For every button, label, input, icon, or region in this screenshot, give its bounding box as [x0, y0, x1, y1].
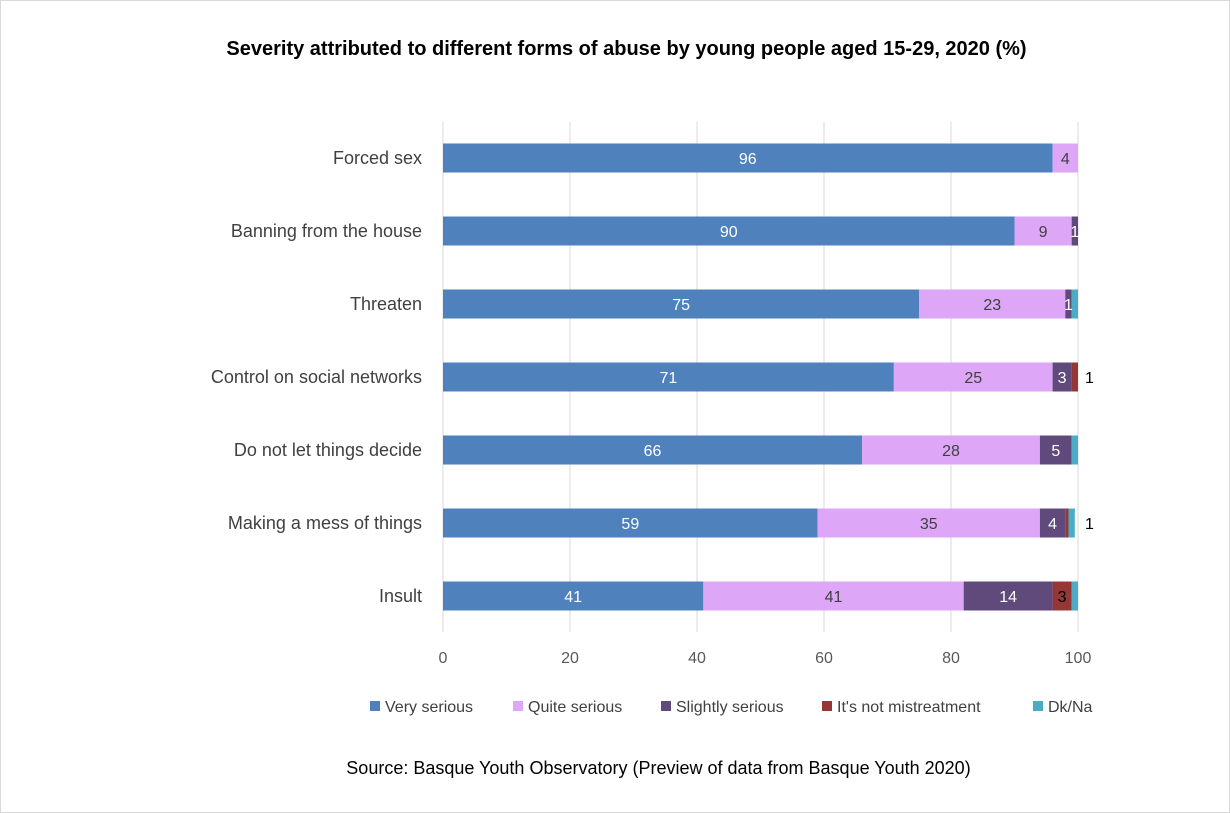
legend-swatch: [1033, 701, 1043, 711]
bar-segment: [703, 581, 964, 611]
data-label: 4: [1061, 151, 1070, 168]
bar-segment: [1065, 508, 1069, 538]
data-label: 1: [1070, 224, 1079, 241]
bar-segment: [1071, 216, 1078, 246]
category-label: Insult: [379, 586, 422, 606]
category-label: Forced sex: [333, 148, 422, 168]
data-label: 41: [825, 589, 843, 606]
bar-segment: [963, 581, 1053, 611]
bar-segment: [443, 362, 894, 392]
legend-label: Dk/Na: [1048, 699, 1093, 716]
legend-swatch: [661, 701, 671, 711]
bar-segment: [1039, 508, 1066, 538]
data-label: 3: [1058, 589, 1067, 606]
category-label: Banning from the house: [231, 221, 422, 241]
bar-segment: [1071, 581, 1078, 611]
bar-segment: [862, 435, 1040, 465]
data-labels: 96 490 9 175 23 171 25 3 166 28 559 35 4 141 41 14 3: [564, 151, 1094, 606]
data-label: 1: [1085, 516, 1094, 533]
x-tick-label: 80: [942, 650, 960, 667]
data-label: 25: [964, 370, 982, 387]
bar-segment: [919, 289, 1066, 319]
bar-segment: [443, 289, 920, 319]
x-tick-label: 40: [688, 650, 706, 667]
legend-swatch: [513, 701, 523, 711]
data-label: 3: [1058, 370, 1067, 387]
bar-segment: [443, 216, 1015, 246]
source-note: Source: Basque Youth Observatory (Previe…: [346, 758, 971, 778]
bar-segment: [1068, 508, 1075, 538]
data-label: 28: [942, 443, 960, 460]
bar-segment: [443, 435, 863, 465]
legend-label: Quite serious: [528, 699, 622, 716]
data-label: 41: [564, 589, 582, 606]
data-label: 5: [1051, 443, 1060, 460]
data-label: 59: [621, 516, 639, 533]
bar-segment: [893, 362, 1053, 392]
category-labels: Forced sex Banning from the house Threaten…: [211, 148, 422, 606]
data-label: 96: [739, 151, 757, 168]
data-label: 9: [1039, 224, 1048, 241]
bar-segment: [1071, 289, 1078, 319]
bar-segment: [443, 508, 818, 538]
bars: [443, 143, 1078, 611]
data-label: 1: [1064, 297, 1073, 314]
bar-segment: [1071, 435, 1078, 465]
data-label: 1: [1085, 370, 1094, 387]
category-label: Do not let things decide: [234, 440, 422, 460]
x-tick-label: 0: [439, 650, 448, 667]
bar-segment: [1052, 362, 1072, 392]
data-label: 90: [720, 224, 738, 241]
bar-segment: [1052, 581, 1072, 611]
bar-segment: [1014, 216, 1072, 246]
bar-segment: [817, 508, 1040, 538]
legend-label: Very serious: [385, 699, 473, 716]
legend: Very serious Quite serious Slightly seriou…: [370, 699, 1093, 716]
x-tick-label: 20: [561, 650, 579, 667]
data-label: 14: [999, 589, 1017, 606]
bar-segment: [443, 143, 1053, 173]
bar-segment: [1039, 435, 1072, 465]
data-label: 66: [644, 443, 662, 460]
bar-segment: [443, 581, 704, 611]
legend-label: It's not mistreatment: [837, 699, 981, 716]
data-label: 23: [983, 297, 1001, 314]
bar-segment: [1052, 143, 1078, 173]
x-tick-label: 60: [815, 650, 833, 667]
chart-title: Severity attributed to different forms o…: [226, 38, 1027, 60]
category-label: Making a mess of things: [228, 513, 422, 533]
legend-swatch: [822, 701, 832, 711]
legend-swatch: [370, 701, 380, 711]
legend-label: Slightly serious: [676, 699, 784, 716]
data-label: 4: [1048, 516, 1057, 533]
data-label: 35: [920, 516, 938, 533]
x-axis-ticks: 0 20 40 60 80 100: [439, 650, 1092, 667]
data-label: 75: [672, 297, 690, 314]
category-label: Control on social networks: [211, 367, 422, 387]
data-label: 71: [660, 370, 678, 387]
bar-segment: [1071, 362, 1078, 392]
x-tick-label: 100: [1065, 650, 1092, 667]
category-label: Threaten: [350, 294, 422, 314]
bar-segment: [1065, 289, 1072, 319]
